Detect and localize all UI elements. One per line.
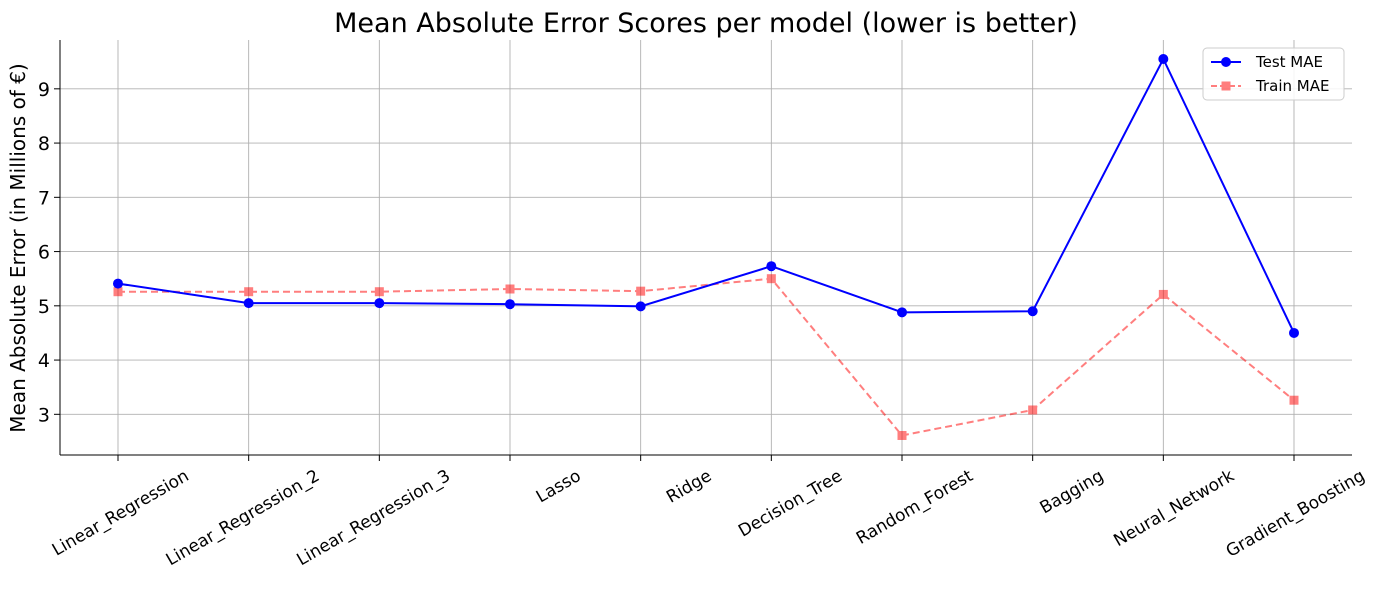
x-tick-label: Bagging xyxy=(1037,466,1108,518)
legend-item xyxy=(1211,57,1241,67)
data-point xyxy=(897,307,907,318)
series-layer xyxy=(113,53,1299,440)
y-tick-label: 5 xyxy=(38,296,50,318)
data-point xyxy=(244,287,254,297)
y-tick-label: 3 xyxy=(38,404,50,426)
x-tick-label: Neural_Network xyxy=(1110,466,1238,551)
y-axis-label: Mean Absolute Error (in Millions of €) xyxy=(6,63,30,432)
axes: Linear_RegressionLinear_Regression_2Line… xyxy=(38,40,1369,570)
data-point xyxy=(505,284,515,294)
data-point xyxy=(1289,395,1299,405)
series-line xyxy=(117,56,1295,334)
x-tick-label: Linear_Regression xyxy=(49,466,193,560)
data-point xyxy=(766,261,777,272)
series-line xyxy=(118,277,1295,437)
data-point xyxy=(1028,405,1038,415)
data-point xyxy=(1289,327,1299,338)
grid xyxy=(60,40,1352,455)
y-tick-label: 4 xyxy=(38,350,50,372)
x-tick-label: Decision_Tree xyxy=(735,466,846,541)
y-tick-label: 6 xyxy=(38,242,50,264)
x-tick-label: Lasso xyxy=(533,466,585,507)
data-point xyxy=(1158,289,1168,299)
y-tick-label: 9 xyxy=(38,79,50,101)
legend-marker xyxy=(1221,57,1231,67)
data-point xyxy=(1027,306,1038,317)
legend-item xyxy=(1211,81,1241,91)
x-tick-label: Random_Forest xyxy=(853,466,977,549)
chart-title: Mean Absolute Error Scores per model (lo… xyxy=(334,8,1078,39)
data-point xyxy=(113,278,123,289)
x-tick-label: Ridge xyxy=(663,466,715,508)
data-point xyxy=(505,299,515,310)
data-point xyxy=(113,287,123,297)
legend-label: Train MAE xyxy=(1255,77,1329,95)
legend-marker xyxy=(1221,81,1231,91)
data-point xyxy=(897,430,907,440)
data-point xyxy=(374,298,385,309)
data-point xyxy=(766,274,776,284)
data-point xyxy=(1158,53,1169,64)
data-point xyxy=(243,298,254,309)
series-train-mae xyxy=(113,274,1299,440)
legend: Test MAE Train MAE xyxy=(1202,47,1345,101)
data-point xyxy=(635,301,646,312)
y-tick-label: 8 xyxy=(38,133,50,155)
y-tick-label: 7 xyxy=(38,187,50,209)
series-test-mae xyxy=(113,53,1299,338)
data-point xyxy=(636,286,646,296)
data-point xyxy=(374,287,384,297)
legend-label: Test MAE xyxy=(1255,53,1323,71)
x-tick-label: Gradient_Boosting xyxy=(1223,466,1369,562)
